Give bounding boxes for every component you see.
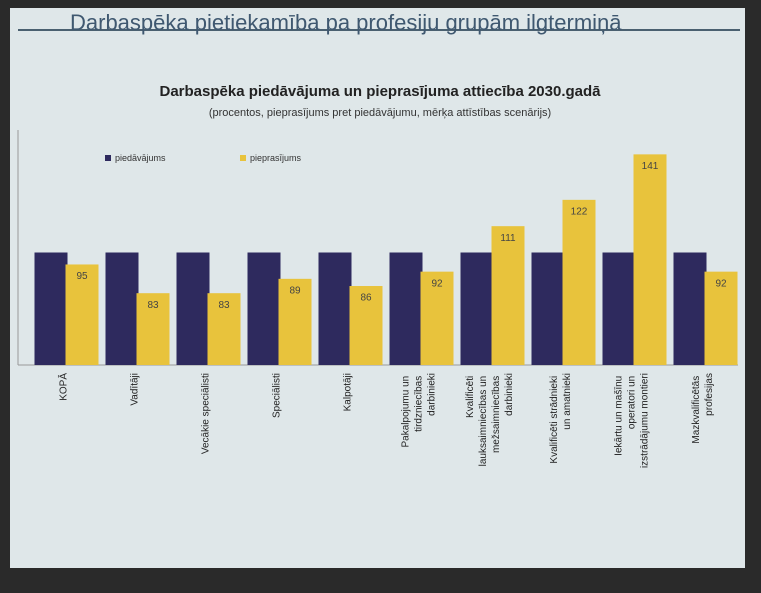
- x-tick-label: KOPĀ: [57, 373, 69, 401]
- x-tick-label: Speciālisti: [271, 373, 282, 418]
- x-tick-label: Vecākie speciālisti: [200, 373, 211, 454]
- bar: [603, 253, 636, 366]
- value-label: 92: [715, 278, 727, 289]
- value-label: 83: [147, 300, 159, 311]
- value-label: 86: [360, 293, 372, 304]
- value-label: 111: [500, 233, 516, 244]
- bar: [319, 253, 352, 366]
- label-line: Kalpotāji: [342, 373, 353, 411]
- slide-photo: Darbaspēka pietiekamība pa profesiju gru…: [0, 0, 761, 593]
- label-line: Vecākie speciālisti: [200, 373, 211, 454]
- bar: [106, 253, 139, 366]
- label-line: profesijas: [704, 373, 715, 416]
- label-line: operatori un: [626, 373, 637, 429]
- slide-title: Darbaspēka pietiekamība pa profesiju gru…: [70, 10, 622, 35]
- x-tick-label: Kalpotāji: [342, 373, 353, 411]
- legend-label: piedāvājums: [115, 153, 166, 163]
- legend-label: pieprasījums: [250, 153, 302, 163]
- chart-subtitle: (procentos, pieprasījums pret piedāvājum…: [209, 107, 551, 119]
- bar: [248, 253, 281, 366]
- bar: [177, 253, 210, 366]
- value-label: 141: [642, 161, 659, 172]
- x-tick-label: Vadītāji: [129, 373, 140, 406]
- bar: [532, 253, 565, 366]
- label-line: lauksaimniecības un: [478, 373, 489, 466]
- label-line: Pakalpojumu un: [400, 373, 411, 448]
- label-line: Speciālisti: [271, 373, 282, 418]
- label-line: izstrādājumu montieri: [639, 373, 650, 468]
- label-line: Kvalificēti: [465, 373, 476, 418]
- value-label: 92: [431, 278, 443, 289]
- legend-swatch: [105, 155, 111, 161]
- label-line: mežsaimniecības: [491, 373, 502, 453]
- value-label: 95: [76, 271, 88, 282]
- value-label: 122: [571, 206, 588, 217]
- bar: [634, 154, 667, 365]
- label-line: tirdzniecības: [413, 373, 424, 432]
- value-label: 89: [289, 285, 301, 296]
- label-line: darbinieki: [504, 373, 515, 416]
- label-line: darbinieki: [426, 373, 437, 416]
- bar: [390, 253, 423, 366]
- label-line: KOPĀ: [57, 373, 69, 401]
- bar: [461, 253, 494, 366]
- page: {"header": {"title": "Darbaspēka pietiek…: [0, 0, 761, 593]
- label-line: Vadītāji: [129, 373, 140, 406]
- label-line: Iekārtu un mašīnu: [613, 373, 624, 456]
- bar: [492, 226, 525, 365]
- bar: [674, 253, 707, 366]
- value-label: 83: [218, 300, 230, 311]
- bar: [35, 253, 68, 366]
- label-line: un amatnieki: [562, 373, 573, 430]
- chart-title: Darbaspēka piedāvājuma un pieprasījuma a…: [159, 83, 601, 100]
- bar: [563, 200, 596, 365]
- legend-swatch: [240, 155, 246, 161]
- label-line: Mazkvalificētās: [691, 373, 702, 444]
- label-line: Kvalificēti strādnieki: [549, 373, 560, 464]
